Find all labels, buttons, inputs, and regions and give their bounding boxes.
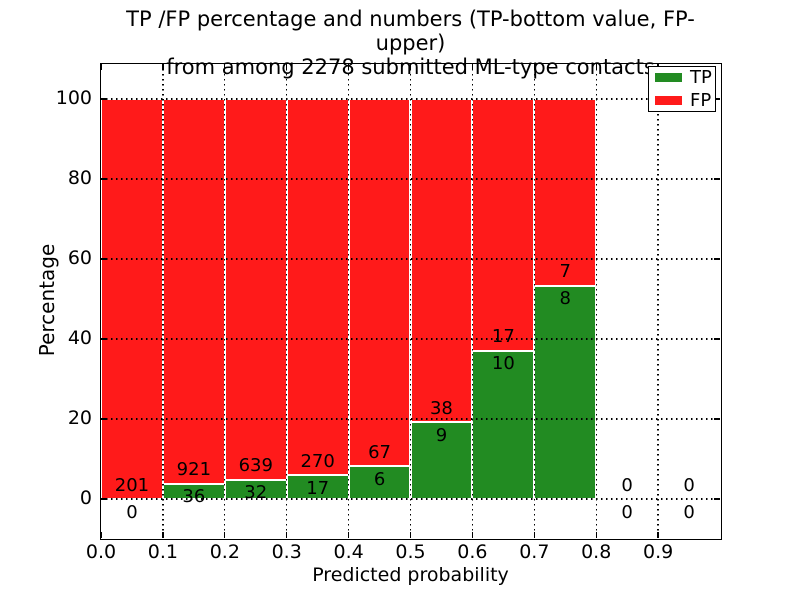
fp-count-label: 7 <box>559 261 571 283</box>
x-tick-mark <box>162 64 164 70</box>
tp-count-label: 36 <box>182 486 206 508</box>
x-tick-label: 0.3 <box>271 541 302 563</box>
legend-item: FP <box>655 89 712 111</box>
tp-count-label: 0 <box>126 501 138 523</box>
tp-count-label: 6 <box>373 468 386 490</box>
y-tick-mark <box>101 178 107 180</box>
x-tick-label: 0.2 <box>209 541 240 563</box>
legend: TP FP <box>648 66 716 112</box>
x-axis-label: Predicted probability <box>312 564 509 586</box>
gridline-vertical <box>595 64 597 538</box>
fp-count-label: 921 <box>176 459 212 481</box>
x-tick-mark <box>100 64 102 70</box>
x-tick-label: 0.1 <box>147 541 178 563</box>
tp-count-label: 32 <box>244 482 268 504</box>
x-tick-mark <box>409 64 412 70</box>
y-tick-mark <box>101 498 107 500</box>
x-tick-label: 0.5 <box>395 541 426 563</box>
tp-count-label: 17 <box>306 477 330 499</box>
tp-count-label: 0 <box>683 501 695 523</box>
x-tick-label: 0.4 <box>333 541 364 563</box>
y-tick-label: 0 <box>79 487 92 509</box>
y-tick-mark <box>714 498 720 500</box>
fp-count-label: 0 <box>683 474 695 496</box>
legend-item-label: FP <box>690 89 712 111</box>
y-tick-label: 80 <box>67 167 92 189</box>
fp-count-label: 639 <box>238 455 273 477</box>
x-tick-label: 0.6 <box>457 541 488 563</box>
bar-segment-fp <box>286 99 349 476</box>
tp-count-label: 10 <box>491 353 515 375</box>
y-tick-mark <box>101 418 107 420</box>
x-tick-mark <box>409 532 412 538</box>
y-tick-mark <box>714 418 720 420</box>
bar-segment-fp <box>410 99 473 423</box>
gridline-vertical <box>471 64 474 538</box>
fp-count-label: 270 <box>300 450 335 472</box>
x-tick-mark <box>471 532 474 538</box>
gridline-vertical <box>162 64 164 538</box>
x-tick-mark <box>347 532 350 538</box>
chart-title-line1: TP /FP percentage and numbers (TP-bottom… <box>126 7 695 55</box>
fp-legend-swatch <box>655 96 682 105</box>
gridline-vertical <box>657 64 659 538</box>
x-tick-mark <box>471 64 474 70</box>
x-tick-label: 0.0 <box>85 541 117 563</box>
fp-count-label: 201 <box>114 474 150 496</box>
chart-title: TP /FP percentage and numbers (TP-bottom… <box>101 7 720 79</box>
x-tick-mark <box>595 64 597 70</box>
plot-area: 201 0 921 36 639 32 270 17 67 6 38 9 17 10 7 8 0 0 0 0 <box>99 62 722 540</box>
legend-item-label: TP <box>690 66 712 88</box>
y-tick-mark <box>714 178 720 180</box>
bar-segment-fp <box>348 99 411 467</box>
x-tick-mark <box>286 64 288 70</box>
y-tick-mark <box>714 338 720 340</box>
gridline-vertical <box>286 64 288 538</box>
x-tick-mark <box>162 532 164 538</box>
fp-count-label: 17 <box>491 326 515 348</box>
x-tick-mark <box>595 532 597 538</box>
bar-segment-fp <box>224 99 287 480</box>
x-tick-mark <box>100 532 102 538</box>
y-tick-mark <box>714 98 720 100</box>
tp-count-label: 9 <box>435 424 448 446</box>
tp-legend-swatch <box>655 73 682 82</box>
y-tick-label: 20 <box>67 407 92 429</box>
tp-count-label: 8 <box>559 288 571 310</box>
y-tick-mark <box>101 98 107 100</box>
y-tick-mark <box>714 258 720 260</box>
x-tick-label: 0.7 <box>519 541 550 563</box>
y-tick-mark <box>101 338 107 340</box>
fp-count-label: 38 <box>429 397 453 419</box>
y-tick-label: 100 <box>55 87 92 109</box>
x-tick-mark <box>224 532 226 538</box>
x-tick-mark <box>224 64 226 70</box>
fp-count-label: 67 <box>368 441 391 463</box>
ticks-layer <box>100 64 720 538</box>
grid-layer <box>101 64 720 538</box>
x-tick-mark <box>533 64 535 70</box>
fp-count-label: 0 <box>621 474 633 496</box>
y-tick-label: 60 <box>67 247 92 269</box>
gridline-vertical <box>533 64 535 538</box>
gridline-vertical <box>409 64 412 538</box>
gridline-vertical <box>224 64 226 538</box>
x-tick-mark <box>657 532 659 538</box>
legend-item: TP <box>655 66 712 88</box>
y-tick-label: 40 <box>67 327 92 349</box>
x-tick-mark <box>347 64 350 70</box>
bar-segment-fp <box>162 99 225 484</box>
tp-count-label: 0 <box>621 501 633 523</box>
x-tick-mark <box>533 532 535 538</box>
y-tick-mark <box>101 258 107 260</box>
x-tick-label: 0.9 <box>642 541 674 563</box>
annotations-layer: 201 0 921 36 639 32 270 17 67 6 38 9 17 10 7 8 0 0 0 0 <box>101 64 720 538</box>
x-tick-label: 0.8 <box>581 541 612 563</box>
gridline-vertical <box>347 64 350 538</box>
x-tick-mark <box>286 532 288 538</box>
